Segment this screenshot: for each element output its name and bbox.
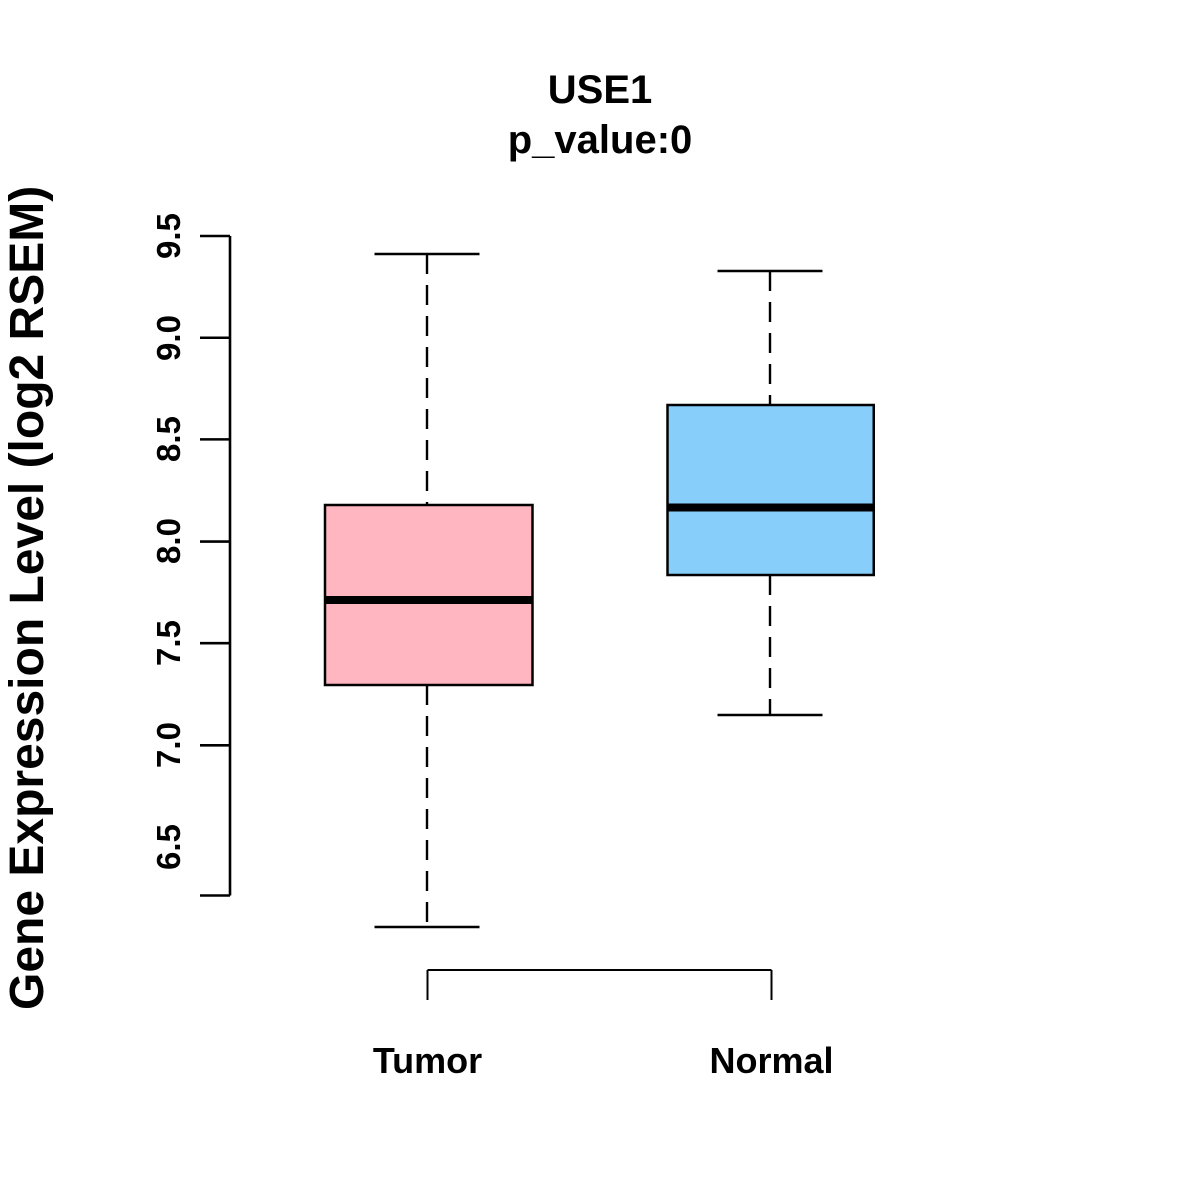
svg-text:Normal: Normal: [709, 1040, 833, 1081]
svg-text:7.5: 7.5: [150, 620, 187, 666]
svg-text:9.5: 9.5: [150, 213, 187, 259]
svg-text:9.0: 9.0: [150, 315, 187, 361]
svg-text:Tumor: Tumor: [373, 1040, 482, 1081]
svg-text:6.5: 6.5: [150, 824, 187, 870]
svg-text:8.5: 8.5: [150, 416, 187, 462]
svg-text:7.0: 7.0: [150, 722, 187, 768]
svg-text:8.0: 8.0: [150, 518, 187, 564]
